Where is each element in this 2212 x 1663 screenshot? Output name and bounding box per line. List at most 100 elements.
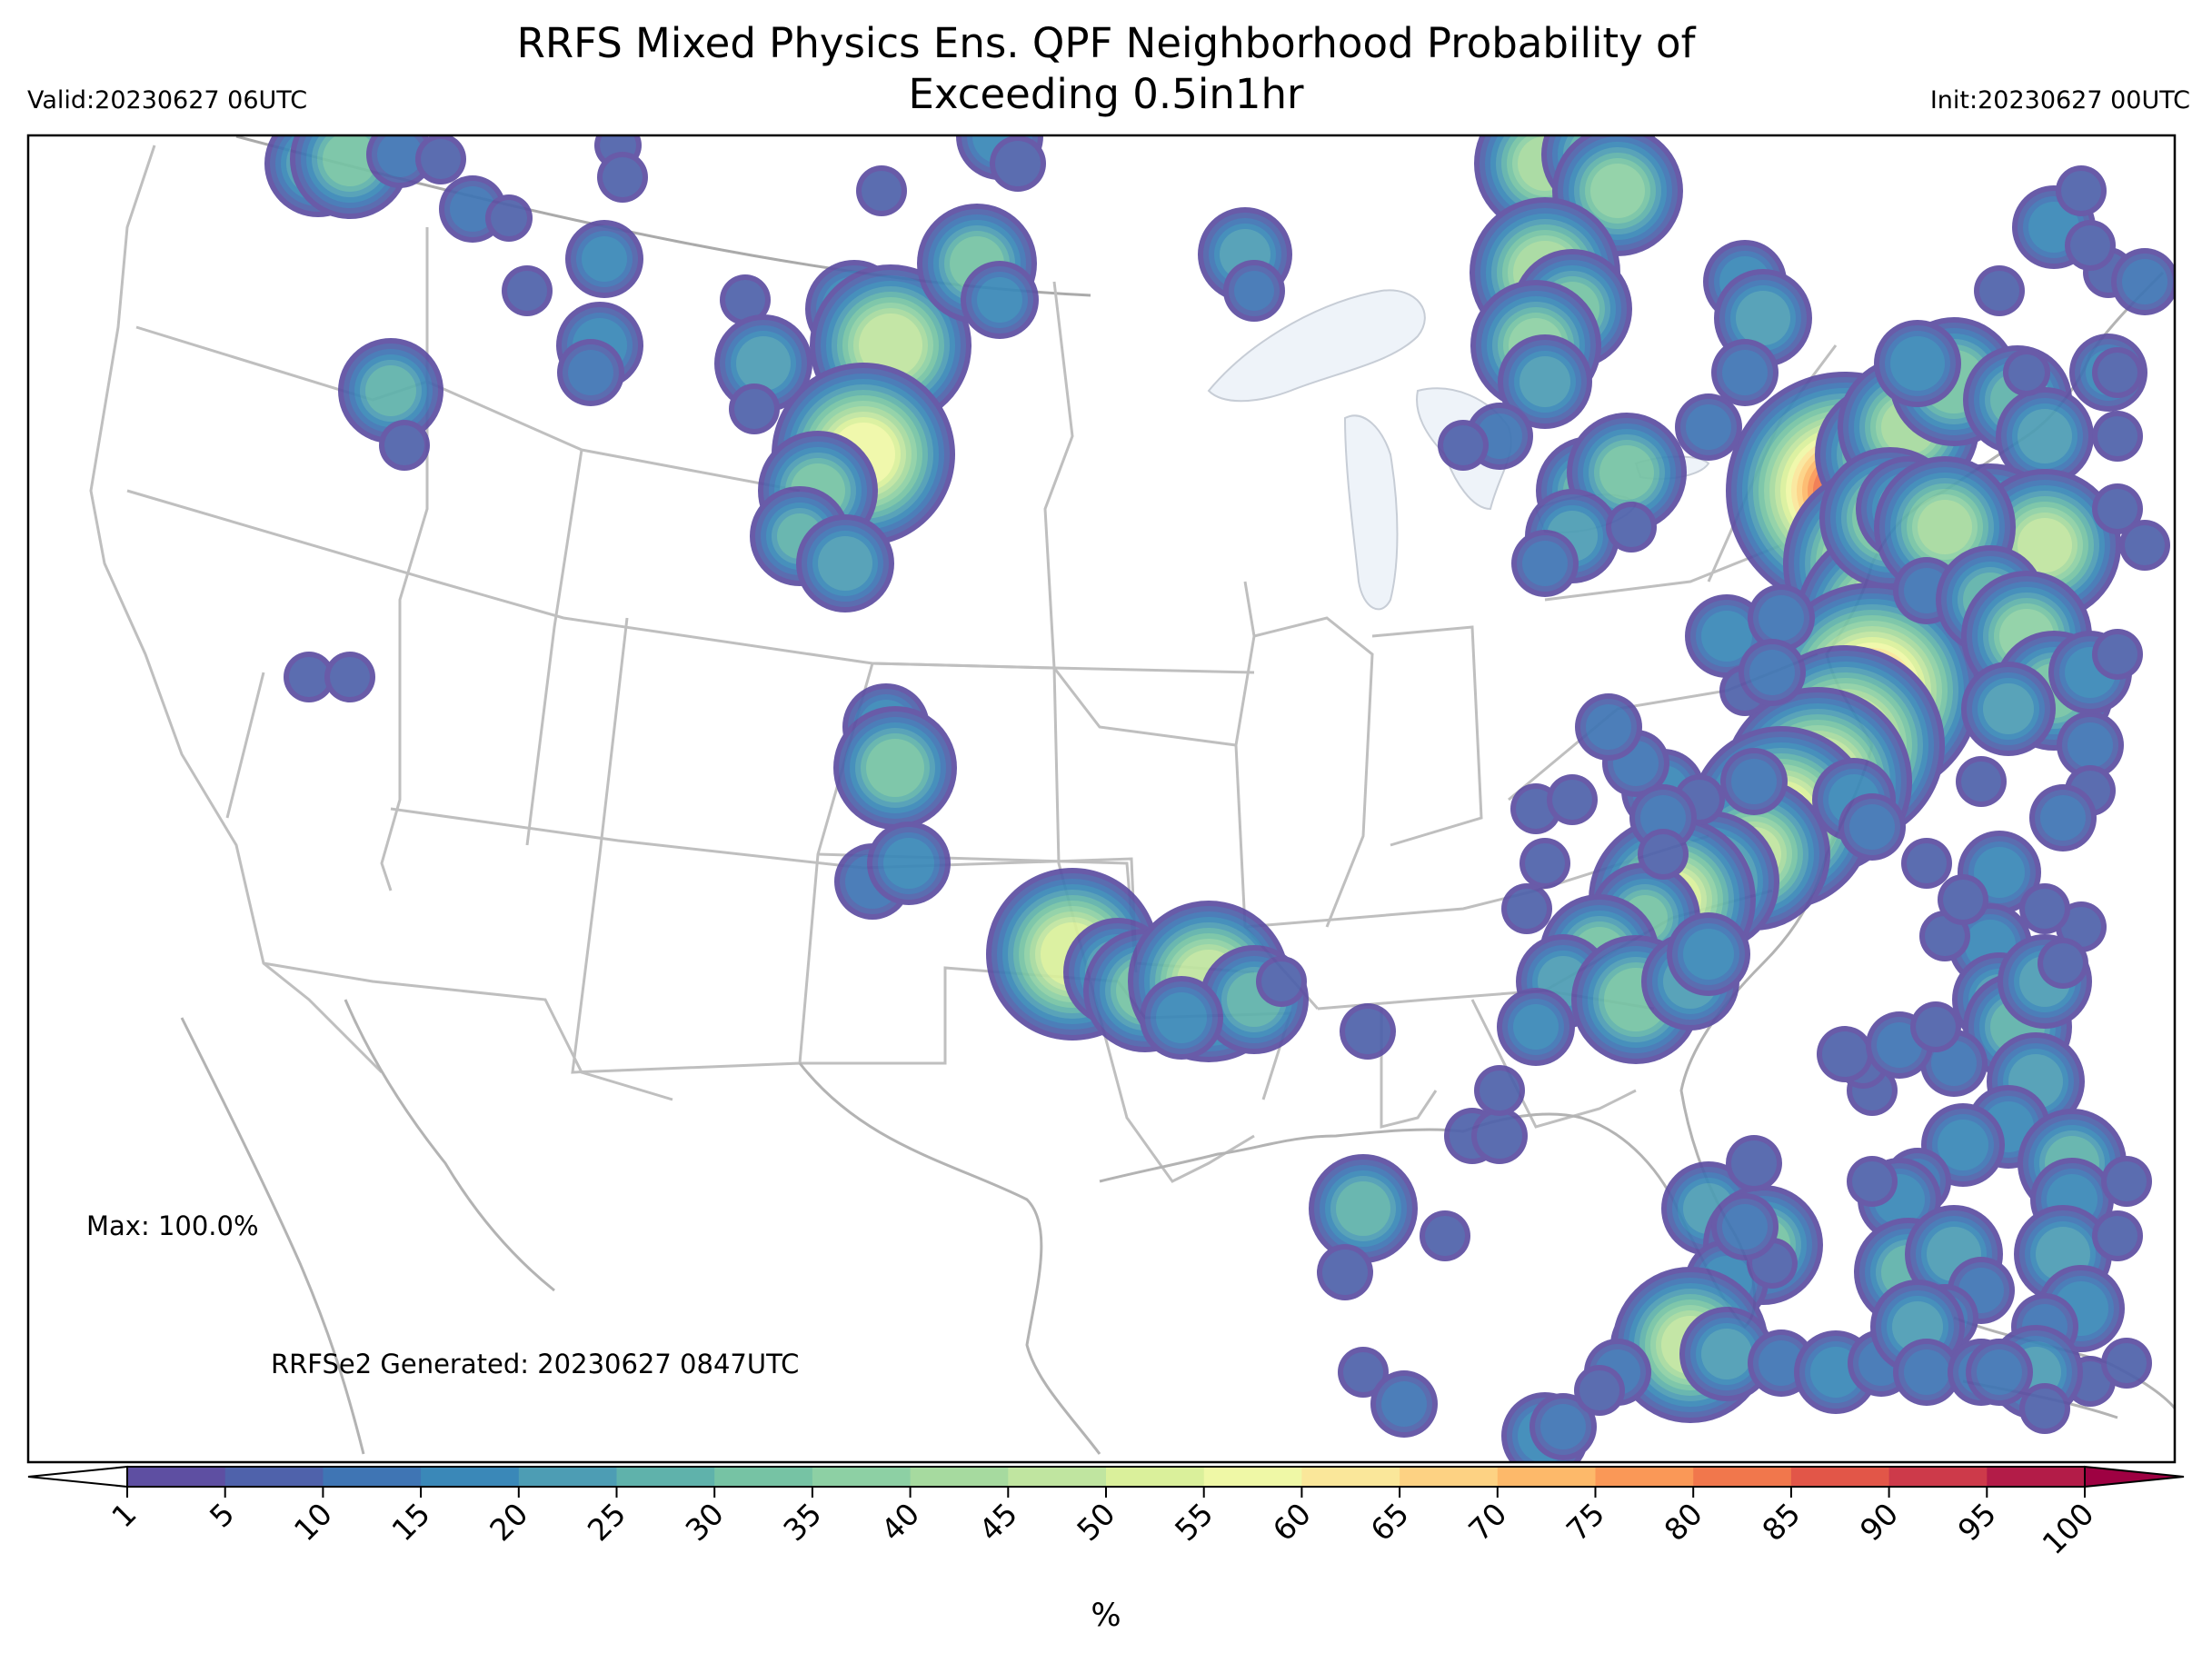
probability-contour	[736, 336, 791, 391]
colorbar-tick-label: 65	[1363, 1496, 1415, 1548]
probability-contour	[1731, 1140, 1777, 1186]
probability-contour	[1381, 1381, 1427, 1427]
probability-contour	[1540, 1404, 1586, 1449]
probability-contour	[1516, 789, 1556, 829]
colorbar-tick-label: 10	[287, 1496, 339, 1548]
probability-contour	[507, 271, 547, 311]
probability-contour	[1343, 1352, 1383, 1392]
probability-contour	[1513, 1004, 1559, 1050]
probability-contour	[883, 838, 934, 889]
probability-contour	[734, 389, 774, 429]
probability-contour	[1261, 961, 1301, 1001]
generated-time-label: RRFSe2 Generated: 20230627 0847UTC	[271, 1349, 800, 1379]
colorbar-units-label: %	[1091, 1598, 1121, 1634]
colorbar-tick-label: 60	[1266, 1496, 1318, 1548]
probability-contour	[1849, 804, 1895, 850]
probability-contour	[2018, 518, 2072, 573]
colorbar-tick-label: 95	[1951, 1496, 2003, 1548]
probability-contour	[862, 171, 902, 211]
colorbar-under-extend	[27, 1465, 128, 1489]
probability-field	[264, 135, 2175, 1462]
map-title: RRFS Mixed Physics Ens. QPF Neighborhood…	[0, 18, 2212, 120]
probability-contour	[1156, 992, 1207, 1043]
map-frame	[26, 134, 2177, 1464]
probability-contour	[1916, 1007, 1956, 1047]
colorbar-over-extend	[2084, 1465, 2185, 1489]
probability-contour	[859, 314, 922, 377]
probability-contour	[1234, 271, 1274, 311]
probability-contour	[603, 157, 643, 197]
probability-contour	[1599, 445, 1654, 500]
probability-contour	[1590, 164, 1645, 218]
colorbar-tick-label: 20	[483, 1496, 534, 1548]
probability-contour	[2018, 409, 2072, 463]
probability-contour	[289, 657, 329, 697]
probability-contour	[1852, 1161, 1892, 1201]
probability-contour	[2125, 525, 2165, 565]
probability-contour	[1443, 425, 1483, 465]
map-area	[89, 135, 2175, 1462]
colorbar: 1 5 10 15 20 25 30 35 40 45 50 55 60 65 70 75 80 85 90 95 10…	[27, 1465, 2185, 1561]
probability-contour	[1722, 1204, 1768, 1250]
valid-time-label: Valid:20230627 06UTC	[27, 86, 308, 115]
probability-contour	[2025, 889, 2065, 929]
probability-contour	[1345, 1009, 1390, 1054]
colorbar-segment	[616, 1467, 715, 1487]
probability-contour	[450, 186, 495, 232]
probability-contour	[1525, 843, 1565, 883]
probability-contour	[1983, 683, 2034, 734]
colorbar-tick-label: 55	[1168, 1496, 1220, 1548]
colorbar-tick-label: 1	[105, 1496, 143, 1534]
colorbar-segment	[812, 1467, 912, 1487]
probability-contour	[1974, 847, 2025, 898]
probability-contour	[2107, 1161, 2147, 1201]
colorbar-segment	[1595, 1467, 1694, 1487]
probability-contour	[1520, 356, 1570, 407]
probability-contour	[1480, 1070, 1520, 1110]
colorbar-segment	[1106, 1467, 1205, 1487]
probability-contour	[365, 365, 416, 416]
probability-contour	[1336, 1181, 1390, 1236]
probability-contour	[1736, 291, 1790, 345]
probability-contour	[2008, 354, 2045, 391]
probability-contour	[1731, 759, 1777, 804]
probability-contour	[1943, 880, 1983, 920]
colorbar-segment	[1987, 1467, 2086, 1487]
probability-contour	[1977, 1349, 2022, 1395]
colorbar-segment	[910, 1467, 1009, 1487]
colorbar-tick-label: 5	[203, 1496, 241, 1534]
probability-contour	[1425, 1216, 1465, 1256]
probability-contour	[1722, 350, 1768, 395]
colorbar-tick-label: 80	[1658, 1496, 1709, 1548]
probability-contour	[2097, 489, 2137, 529]
probability-contour	[377, 135, 423, 177]
probability-contour	[1822, 1031, 1868, 1077]
colorbar-segment	[518, 1467, 618, 1487]
colorbar-tick-label: 35	[776, 1496, 828, 1548]
colorbar-tick-label: 85	[1755, 1496, 1807, 1548]
title-line-2: Exceeding 0.5in1hr	[908, 70, 1304, 118]
colorbar-segment	[1888, 1467, 1988, 1487]
probability-contour	[1890, 336, 1945, 391]
colorbar-tick-label: 90	[1853, 1496, 1905, 1548]
probability-contour	[1759, 595, 1804, 641]
colorbar-segment	[1693, 1467, 1792, 1487]
colorbar-segment	[1301, 1467, 1400, 1487]
init-time-label: Init:20230627 00UTC	[1929, 86, 2190, 115]
colorbar-tick-label: 50	[1070, 1496, 1121, 1548]
probability-contour	[1938, 1120, 1988, 1170]
probability-contour	[2040, 795, 2086, 841]
probability-contour	[1477, 1113, 1522, 1159]
probability-contour	[1507, 889, 1547, 929]
probability-contour	[1918, 500, 1972, 554]
probability-contour	[1522, 541, 1568, 586]
probability-contour	[1979, 271, 2019, 311]
probability-contour	[2097, 353, 2137, 393]
probability-contour	[2043, 943, 2083, 983]
probability-contour	[1586, 704, 1631, 750]
probability-contour	[1322, 1250, 1368, 1295]
probability-contour	[2061, 171, 2101, 211]
colorbar-tick-label: 15	[384, 1496, 436, 1548]
probability-contour	[1643, 834, 1683, 874]
